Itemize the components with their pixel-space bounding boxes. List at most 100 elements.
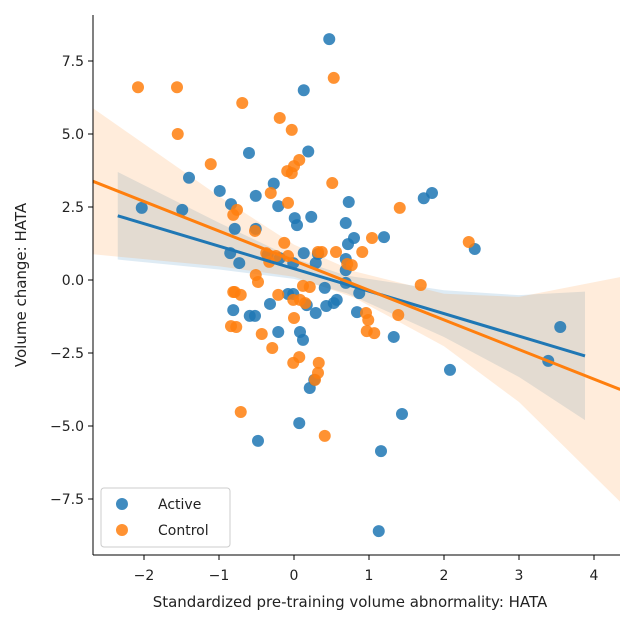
point-control [312, 245, 324, 258]
point-control [252, 276, 264, 289]
point-control [330, 245, 342, 258]
x-tick-label: 4 [590, 568, 599, 584]
point-active [387, 330, 400, 343]
point-active [297, 333, 309, 346]
point-active [297, 247, 310, 260]
point-control [266, 342, 279, 355]
point-control [171, 81, 183, 94]
point-active [243, 146, 255, 159]
point-active [249, 189, 262, 202]
point-active [554, 321, 567, 334]
point-control [362, 314, 375, 327]
y-tick-label: 7.5 [62, 54, 84, 70]
point-active [342, 238, 354, 251]
point-active [176, 203, 189, 216]
point-active [213, 184, 226, 197]
point-control [293, 351, 306, 364]
regression-line-active [117, 214, 586, 358]
point-control [326, 177, 339, 190]
point-active [233, 257, 246, 270]
point-control [273, 111, 286, 124]
point-active [318, 281, 331, 294]
y-tick-label: −7.5 [50, 492, 84, 508]
point-control [234, 288, 247, 301]
y-tick-label: −2.5 [50, 346, 84, 362]
point-active [272, 325, 285, 338]
point-control [204, 158, 217, 171]
y-tick-label: 5.0 [62, 127, 84, 143]
x-ticks: −2 −1 0 1 2 3 4 [134, 555, 599, 584]
y-axis-label: Volume change: HATA [12, 202, 30, 367]
point-active [135, 201, 148, 214]
point-active [272, 200, 285, 213]
point-control [230, 321, 243, 334]
point-control [282, 196, 294, 209]
point-control [393, 201, 406, 214]
point-control [345, 259, 358, 272]
point-active [351, 306, 363, 319]
point-control [236, 97, 249, 110]
point-active [417, 192, 430, 205]
x-tick-label: 0 [290, 568, 299, 584]
point-control [132, 81, 144, 94]
confidence-bands [93, 108, 620, 502]
point-control [278, 236, 291, 249]
point-control [227, 208, 240, 221]
x-axis-label: Standardized pre-training volume abnorma… [153, 593, 548, 611]
point-control [299, 297, 312, 310]
x-tick-label: −2 [134, 568, 155, 584]
point-control [309, 373, 321, 386]
point-active [378, 231, 390, 244]
x-tick-label: 1 [365, 568, 374, 584]
point-active [342, 196, 355, 209]
regression-lines [92, 179, 620, 391]
point-control [462, 236, 475, 249]
point-active [293, 417, 306, 430]
scatter-points [132, 33, 567, 538]
point-control [414, 278, 427, 291]
point-control [356, 245, 369, 258]
point-control [264, 186, 277, 199]
point-control [255, 328, 268, 341]
x-tick-label: 2 [440, 568, 449, 584]
point-control [318, 429, 331, 442]
legend-label-control: Control [158, 523, 209, 539]
point-control [249, 224, 261, 237]
point-active [327, 297, 340, 310]
x-tick-label: 3 [515, 568, 524, 584]
point-control [303, 281, 316, 294]
ci-band-control [93, 108, 620, 502]
point-active [305, 210, 318, 223]
legend-label-active: Active [158, 497, 201, 513]
point-active [396, 408, 408, 421]
legend: Active Control [100, 487, 231, 548]
legend-box [100, 487, 231, 548]
point-active [309, 306, 322, 319]
y-tick-label: 0.0 [62, 273, 84, 289]
y-ticks: −7.5 −5.0 −2.5 0.0 2.5 5.0 7.5 [50, 54, 93, 508]
point-active [228, 222, 241, 235]
point-active [309, 257, 322, 270]
point-control [171, 128, 184, 140]
point-active [444, 363, 456, 376]
point-active [249, 309, 261, 322]
point-control [288, 311, 300, 324]
regression-line-control [92, 179, 620, 391]
legend-marker-control [116, 524, 128, 536]
point-active [227, 304, 240, 317]
point-active [264, 297, 276, 310]
point-control [392, 309, 405, 322]
point-control [272, 288, 285, 301]
x-tick-label: −1 [209, 568, 230, 584]
y-tick-label: −5.0 [50, 419, 84, 435]
point-control [327, 71, 340, 84]
point-control [285, 167, 298, 180]
point-active [302, 145, 315, 158]
point-active [323, 33, 336, 46]
axes [92, 15, 620, 556]
point-active [339, 217, 352, 230]
point-control [366, 231, 378, 244]
point-active [252, 434, 264, 447]
legend-marker-active [116, 498, 128, 510]
point-control [234, 405, 247, 418]
